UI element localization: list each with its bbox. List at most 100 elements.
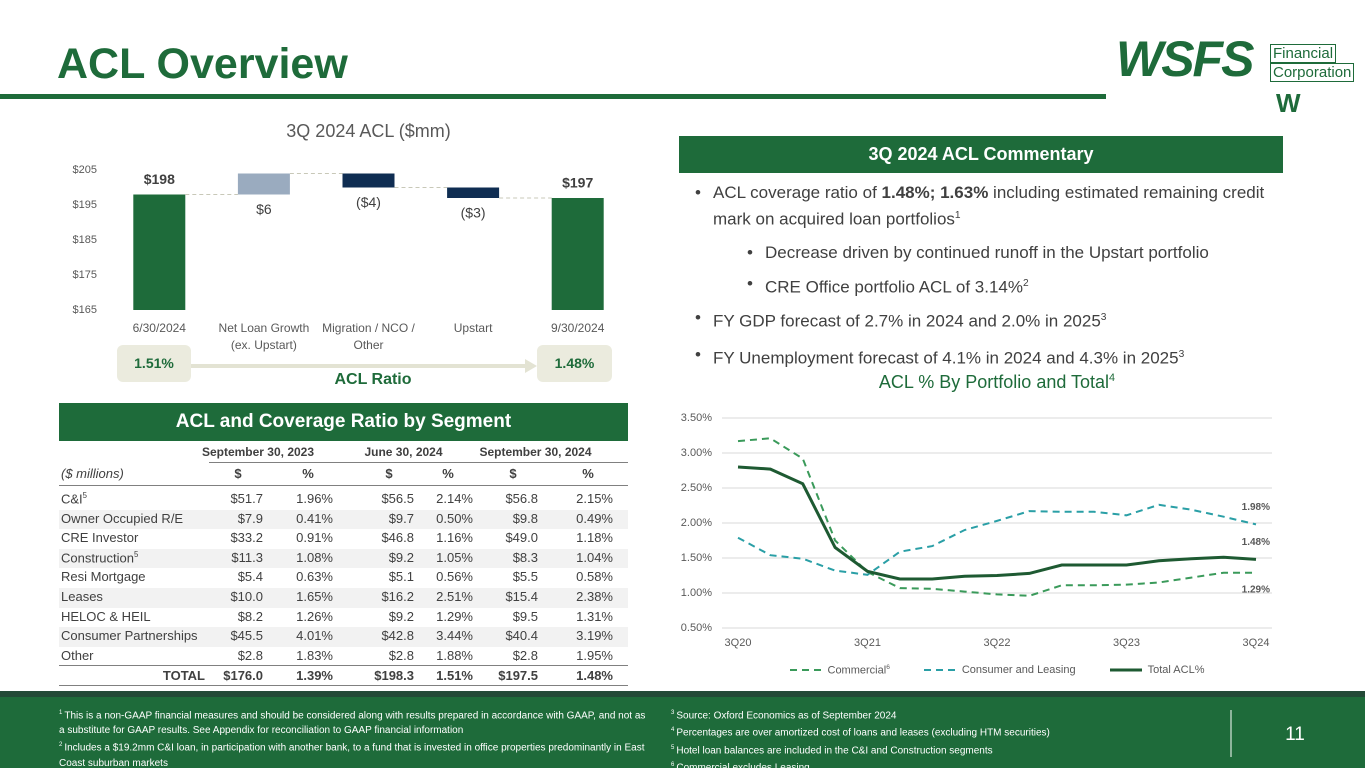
bullet-text: FY Unemployment forecast of 4.1% in 2024… (713, 348, 1179, 368)
ratio-box (117, 345, 191, 382)
y-tick-label: 2.00% (681, 517, 712, 529)
bullet-dot: • (695, 308, 701, 328)
ratio-label: ACL Ratio (334, 371, 412, 388)
table-header: ACL and Coverage Ratio by Segment (175, 411, 512, 432)
series-line (737, 437, 1256, 597)
y-tick-label: 0.50% (681, 622, 712, 634)
cell: 2.51% (436, 589, 473, 604)
legend-item: Total ACL% (1109, 664, 1205, 677)
footer-rule (0, 691, 1365, 697)
footnote-text: This is a non-GAAP financial measures an… (59, 710, 646, 737)
logo-line1: Financial (1270, 44, 1337, 63)
cell: $10.0 (230, 589, 263, 604)
legend-item: Consumer and Leasing (923, 664, 1076, 677)
bullet-text: 1 (954, 210, 961, 221)
row-label-text: Consumer Partnerships (61, 628, 198, 644)
legend-swatch (923, 669, 956, 672)
slide-title: ACL Overview (57, 40, 348, 88)
footnote: 6 Commercial excludes Leasing (671, 758, 1221, 768)
row-label-text: Owner Occupied R/E (61, 510, 184, 526)
group-header: September 30, 2023 (201, 445, 315, 459)
cell: 2.15% (576, 491, 613, 506)
row-label-text: Leases (61, 589, 103, 604)
cell: 2.38% (576, 589, 613, 604)
footnote-text: Percentages are over amortized cost of l… (676, 727, 1050, 739)
cell: 1.16% (436, 530, 473, 546)
total-cell: 1.48% (576, 668, 613, 684)
y-tick-label: $205 (73, 164, 97, 176)
y-tick-label: $195 (73, 199, 97, 211)
footnotes-right: 3 Source: Oxford Economics as of Septembe… (671, 706, 1221, 768)
bullet: • FY GDP forecast of 2.7% in 2024 and 2.0… (695, 306, 1275, 333)
bullet-dot: • (747, 273, 753, 293)
x-tick-label: Net Loan Growth (ex. Upstart) (218, 321, 310, 352)
cell: 1.83% (296, 647, 333, 663)
bar (447, 187, 500, 198)
footnote-num: 2 (59, 742, 63, 749)
row-label: Resi Mortgage (61, 569, 146, 584)
cell: 0.50% (436, 510, 473, 526)
chart-title: 3Q 2024 ACL ($mm) (286, 121, 451, 141)
total-label: TOTAL (162, 668, 205, 684)
y-tick-label: 3.50% (681, 412, 712, 424)
cell: $2.8 (512, 647, 538, 663)
subhead: $ (385, 466, 393, 481)
series-line (737, 465, 1257, 581)
cell: 1.29% (436, 608, 473, 624)
footnote-num: 4 (671, 727, 675, 734)
bullet-text: 3 (1100, 312, 1107, 324)
subhead: $ (509, 466, 517, 481)
x-tick-label: 3Q22 (984, 637, 1011, 649)
total-rule (59, 665, 628, 667)
subhead: % (582, 466, 594, 481)
legend-text: Consumer and Leasing (962, 664, 1076, 676)
cell: 1.26% (296, 608, 333, 624)
footnote: 5 Hotel loan balances are included in the… (671, 741, 1221, 758)
footnote: 3 Source: Oxford Economics as of Septembe… (671, 706, 1221, 723)
bullet-text: ACL coverage ratio of (713, 183, 882, 202)
logo-symbol: W (1276, 88, 1301, 118)
commentary-header-bar (679, 136, 1283, 173)
cell: $56.8 (505, 491, 538, 506)
bullet-text: including estimated remaining credit mar… (713, 183, 1265, 229)
legend-text: Total ACL% (1148, 664, 1205, 676)
chart-title-note: 4 (1109, 372, 1116, 384)
footnote: 4 Percentages are over amortized cost of … (671, 723, 1221, 740)
value-label: $197 (562, 175, 593, 191)
row-shade (59, 588, 628, 608)
y-tick-label: 2.50% (681, 482, 712, 494)
logo-mark: WSFS (1116, 31, 1254, 87)
commentary-bullets: • ACL coverage ratio of 1.48%; 1.63% incl… (695, 181, 1275, 380)
group-header: June 30, 2024 (364, 445, 443, 459)
ratio-end: 1.48% (554, 355, 595, 371)
footer (0, 697, 1365, 768)
y-tick-label: $185 (73, 234, 97, 246)
y-tick-label: 3.00% (681, 447, 712, 459)
row-label-text: Construction (61, 550, 134, 566)
cell: $5.5 (512, 569, 538, 585)
row-label-text: HELOC & HEIL (61, 608, 151, 624)
row-note: 5 (82, 491, 88, 500)
value-label: 1.48% (1242, 537, 1270, 548)
chart-title-text: ACL % By Portfolio and Total (878, 372, 1110, 392)
logo-line2: Corporation (1270, 63, 1355, 82)
group-header: September 30, 2024 (479, 445, 592, 459)
footnote-num: 1 (59, 710, 63, 716)
cell: 1.18% (576, 530, 613, 546)
footnotes-left: 1 This is a non-GAAP financial measures a… (59, 706, 649, 768)
cell: 2.14% (436, 491, 473, 506)
row-label-text: C&I (61, 491, 83, 507)
cell: $33.2 (230, 530, 263, 546)
legend-swatch (789, 669, 822, 672)
row-shade (59, 509, 628, 530)
row-label: Owner Occupied R/E (61, 511, 183, 526)
table-header-bar (59, 403, 628, 441)
bullet-dot: • (695, 183, 701, 202)
total-cell: 1.39% (296, 668, 333, 684)
total-cell: $176.0 (223, 668, 263, 684)
cell: 4.01% (296, 628, 333, 644)
cell: $9.2 (388, 608, 414, 624)
legend-item: Commercial6 (789, 664, 890, 677)
